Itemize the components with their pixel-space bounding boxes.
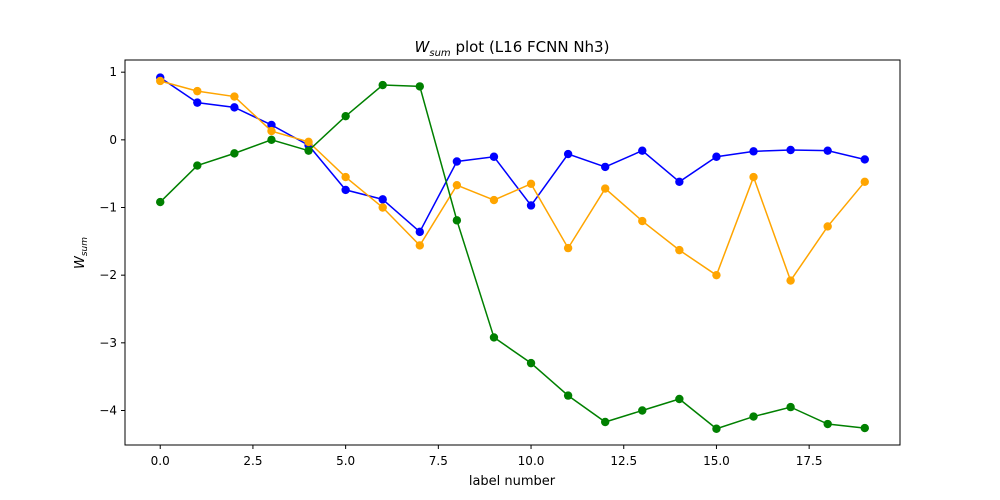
data-point: [452, 180, 462, 190]
data-point: [563, 243, 573, 253]
data-point: [378, 195, 387, 204]
x-tick-label: 12.5: [610, 454, 637, 468]
x-tick-label: 5.0: [336, 454, 355, 468]
data-point: [712, 270, 721, 280]
data-point: [452, 157, 462, 166]
data-point: [452, 216, 462, 225]
x-tick-label: 7.5: [429, 454, 448, 468]
data-point: [193, 86, 202, 96]
data-point: [563, 149, 573, 159]
data-point: [749, 147, 758, 156]
data-point: [860, 155, 869, 164]
data-point: [675, 245, 684, 255]
y-tick-label: −3: [99, 336, 117, 350]
data-point: [749, 172, 758, 182]
data-point: [193, 161, 202, 170]
y-tick-label: −2: [99, 268, 117, 282]
data-point: [786, 276, 795, 285]
data-point: [749, 412, 758, 421]
series-3: [156, 80, 869, 433]
data-point: [378, 80, 387, 90]
plot-frame: [124, 59, 901, 446]
data-point: [267, 120, 276, 130]
data-point: [415, 82, 424, 91]
data-point: [786, 145, 795, 155]
x-ticks: 0.0 2.5 5.0 7.5 10.0 12.5 15.0 17.5: [151, 445, 823, 468]
data-point: [823, 222, 832, 231]
series-line: [160, 80, 866, 283]
y-tick-label: −1: [99, 201, 117, 215]
data-point: [341, 185, 350, 195]
data-point: [415, 227, 424, 237]
data-point: [489, 333, 499, 342]
data-point: [267, 135, 276, 145]
series-layer: [156, 73, 869, 433]
series-2: [156, 76, 869, 285]
x-tick-label: 17.5: [796, 454, 823, 468]
data-point: [526, 179, 536, 189]
data-point: [563, 391, 573, 400]
data-point: [601, 417, 610, 427]
y-ticks: 1 0 −1 −2 −3 −4: [99, 65, 125, 417]
y-tick-label: −4: [99, 403, 117, 417]
data-point: [712, 152, 721, 161]
data-point: [156, 76, 165, 86]
series-line: [159, 84, 865, 430]
data-point: [267, 126, 276, 136]
data-point: [675, 177, 684, 186]
data-point: [526, 201, 536, 210]
x-tick-label: 15.0: [703, 454, 730, 468]
data-point: [601, 184, 610, 193]
data-point: [230, 92, 239, 101]
data-point: [230, 149, 239, 158]
x-tick-label: 10.0: [518, 454, 545, 468]
data-point: [341, 172, 350, 182]
data-point: [526, 358, 536, 368]
x-axis-label: label number: [469, 474, 556, 489]
data-point: [823, 419, 832, 429]
data-point: [193, 98, 202, 107]
data-point: [638, 216, 647, 226]
data-point: [786, 402, 795, 412]
data-point: [601, 162, 610, 172]
data-point: [489, 195, 499, 205]
data-point: [675, 394, 684, 404]
data-point: [638, 146, 647, 155]
data-point: [638, 406, 647, 415]
data-point: [156, 197, 165, 207]
data-point: [860, 177, 869, 186]
series-line: [159, 76, 865, 234]
series-1: [156, 73, 869, 237]
data-point: [378, 203, 387, 212]
data-point: [712, 424, 721, 433]
data-point: [341, 111, 350, 121]
data-point: [860, 423, 869, 433]
y-tick-label: 1: [109, 65, 117, 79]
x-tick-label: 0.0: [151, 454, 170, 468]
y-tick-label: 0: [109, 133, 117, 147]
data-point: [230, 103, 239, 112]
chart-title: Wsum plot (L16 FCNN Nh3): [415, 38, 610, 59]
data-point: [304, 137, 313, 147]
data-point: [489, 152, 499, 161]
y-axis-label: Wsum: [73, 237, 90, 269]
x-tick-label: 2.5: [243, 454, 262, 468]
data-point: [415, 241, 424, 250]
data-point: [304, 146, 313, 155]
data-point: [823, 146, 832, 155]
